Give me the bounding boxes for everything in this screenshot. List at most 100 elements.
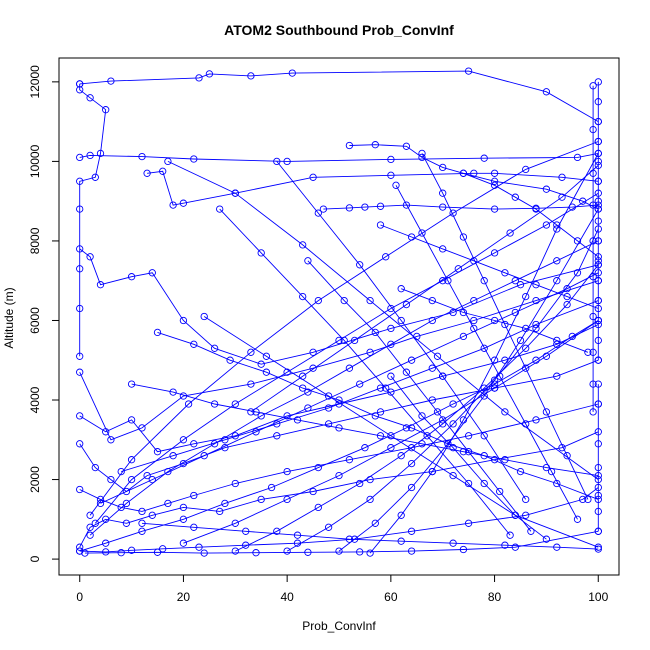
- series-1: [76, 80, 110, 360]
- y-axis: 0 2000 4000 6000 8000 10000 12000: [28, 65, 60, 562]
- y-tick-label: 4000: [28, 386, 42, 413]
- data-point: [76, 485, 84, 494]
- data-point: [76, 153, 84, 162]
- data-point: [490, 356, 499, 364]
- data-point: [542, 535, 551, 543]
- data-point: [449, 444, 457, 452]
- series-43: [387, 372, 551, 543]
- series-line: [79, 70, 599, 122]
- series-28: [117, 296, 602, 476]
- series-line: [219, 208, 511, 536]
- data-point: [127, 456, 136, 464]
- data-point: [594, 356, 602, 364]
- series-line: [79, 320, 599, 552]
- series-line: [157, 331, 599, 500]
- data-point: [439, 245, 447, 253]
- data-point: [594, 253, 602, 261]
- data-point: [584, 495, 592, 504]
- data-point: [553, 336, 561, 345]
- series-37: [589, 82, 597, 416]
- series-line: [79, 83, 107, 357]
- series-line: [276, 161, 527, 500]
- data-point: [76, 352, 84, 360]
- series-layer: [76, 67, 602, 557]
- series-line: [79, 487, 599, 553]
- data-point: [247, 408, 255, 416]
- data-point: [516, 467, 525, 476]
- series-24: [392, 181, 582, 523]
- series-30: [231, 261, 602, 555]
- data-point: [573, 237, 582, 245]
- data-point: [96, 495, 105, 504]
- data-point: [563, 452, 571, 460]
- data-point: [511, 193, 519, 201]
- series-line: [121, 300, 599, 473]
- series-line: [369, 153, 599, 554]
- series-15: [76, 316, 602, 555]
- data-point: [594, 277, 602, 285]
- data-point: [190, 340, 198, 348]
- series-line: [79, 324, 599, 453]
- chart-title: ATOM2 Southbound Prob_ConvInf: [224, 22, 454, 38]
- data-point: [490, 376, 499, 384]
- series-41: [397, 285, 592, 356]
- series-line: [147, 170, 599, 206]
- data-point: [387, 324, 395, 333]
- series-line: [183, 320, 599, 544]
- x-tick-label: 60: [384, 590, 398, 604]
- data-point: [439, 277, 447, 285]
- data-point: [122, 499, 131, 508]
- data-point: [340, 336, 348, 345]
- data-point: [205, 70, 214, 78]
- data-point: [96, 499, 105, 508]
- series-17: [91, 189, 602, 527]
- data-point: [480, 432, 488, 440]
- data-point: [594, 527, 602, 535]
- data-point: [314, 296, 322, 305]
- data-point: [459, 332, 468, 341]
- data-point: [480, 479, 488, 488]
- data-point: [226, 356, 234, 364]
- data-point: [516, 336, 525, 345]
- data-point: [195, 543, 203, 551]
- data-point: [594, 491, 602, 500]
- series-40: [376, 221, 602, 313]
- data-point: [231, 547, 239, 555]
- data-point: [304, 404, 312, 412]
- series-line: [380, 224, 599, 309]
- data-point: [127, 475, 136, 484]
- data-point: [153, 548, 162, 556]
- data-point: [148, 511, 156, 519]
- data-point: [407, 424, 416, 432]
- data-point: [242, 541, 250, 549]
- data-point: [464, 432, 473, 440]
- data-point: [76, 547, 84, 555]
- data-point: [376, 202, 385, 210]
- data-point: [86, 151, 94, 160]
- series-14: [81, 527, 602, 557]
- series-line: [338, 208, 599, 552]
- data-point: [407, 483, 416, 492]
- data-point: [459, 545, 468, 554]
- data-point: [449, 471, 457, 480]
- data-point: [76, 80, 84, 88]
- data-point: [407, 527, 416, 535]
- data-point: [428, 296, 436, 305]
- data-point: [350, 336, 359, 345]
- data-point: [200, 312, 208, 321]
- data-point: [262, 368, 271, 376]
- data-point: [464, 519, 473, 527]
- data-point: [314, 209, 322, 217]
- data-point: [573, 269, 582, 277]
- data-point: [506, 229, 514, 237]
- data-point: [86, 253, 94, 261]
- data-point: [143, 169, 151, 177]
- data-point: [127, 546, 136, 554]
- data-point: [407, 459, 416, 468]
- data-point: [76, 368, 84, 376]
- data-point: [314, 463, 322, 472]
- data-point: [397, 452, 405, 460]
- x-tick-label: 20: [177, 590, 191, 604]
- data-point: [153, 328, 162, 337]
- series-line: [167, 160, 599, 480]
